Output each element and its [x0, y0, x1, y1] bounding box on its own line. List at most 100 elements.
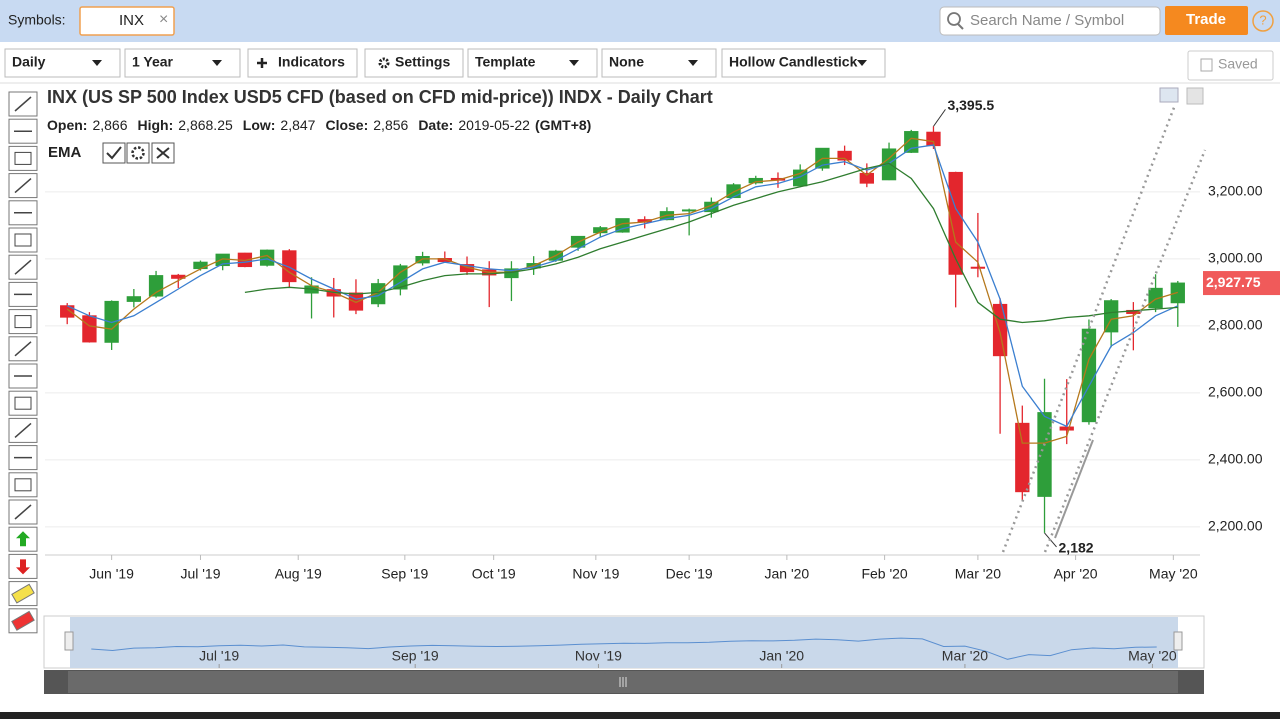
search-box[interactable]	[939, 6, 1161, 36]
y-tick-label: 3,200.00	[1208, 183, 1263, 199]
navigator-tick-label: Mar '20	[942, 648, 988, 664]
toolbar-label: Daily	[12, 54, 46, 70]
toolbar: Daily 1 Year Indicators Settings Template Non…	[4, 48, 886, 78]
dropdown-arrow	[92, 60, 102, 66]
x-tick-label: Sep '19	[381, 566, 428, 582]
toolbar-label: Hollow Candlestick	[729, 54, 858, 70]
tool-icon	[14, 233, 32, 247]
x-tick-label: Apr '20	[1054, 566, 1098, 582]
x-tick-label: Jun '19	[89, 566, 134, 582]
tool-icon	[14, 504, 32, 520]
info-label: Close:	[325, 117, 368, 133]
dropdown-arrow	[212, 60, 222, 66]
tool-icon	[14, 315, 32, 329]
tool-icon	[16, 559, 30, 575]
chart-icons	[1159, 87, 1204, 105]
toolbar-label: 1 Year	[132, 54, 174, 70]
candle-body	[193, 261, 208, 270]
x-tick-label: Oct '19	[472, 566, 516, 582]
tool-icon	[14, 396, 32, 410]
search-icon	[947, 12, 961, 26]
tool-icon	[11, 610, 35, 631]
info-value: 2,868.25	[178, 117, 233, 133]
help-label: ?	[1259, 12, 1266, 27]
tool-button[interactable]	[8, 145, 38, 171]
navigator-handle[interactable]	[64, 631, 74, 651]
tool-icon	[14, 478, 32, 492]
clear-icon[interactable]: ×	[159, 11, 168, 28]
info-tz: (GMT+8)	[535, 117, 591, 133]
ema-line	[66, 144, 1179, 428]
candle-body	[748, 177, 763, 184]
indicator-settings[interactable]	[126, 142, 150, 164]
print-icon[interactable]	[1186, 87, 1204, 105]
last-price-box	[1203, 271, 1280, 296]
saved-button[interactable]	[1187, 50, 1274, 81]
toolbar-button[interactable]	[721, 48, 886, 78]
candle-body	[615, 218, 630, 233]
candle-body	[859, 172, 874, 184]
trend-line	[1054, 439, 1094, 539]
annotation-leader	[933, 109, 946, 127]
navigator-handle[interactable]	[1173, 631, 1183, 651]
saved-icon	[1200, 58, 1213, 72]
info-value: 2019-05-22	[458, 117, 530, 133]
toolbar-label: Settings	[395, 54, 450, 70]
candle-body	[704, 201, 719, 213]
image-icon[interactable]	[1159, 87, 1179, 103]
toolbar-label: Template	[475, 54, 536, 70]
indicator-controls	[102, 142, 175, 164]
tool-button[interactable]	[8, 390, 38, 416]
x-tick-label: Jan '20	[765, 566, 810, 582]
chart-title: INX (US SP 500 Index USD5 CFD (based on …	[47, 87, 713, 107]
info-label: Open:	[47, 117, 87, 133]
dropdown-arrow	[688, 60, 698, 66]
info-label: High:	[138, 117, 174, 133]
tool-icon	[11, 583, 35, 604]
candle-body	[371, 283, 386, 305]
y-tick-label: 3,000.00	[1208, 250, 1263, 266]
tool-icon	[14, 151, 32, 165]
x-tick-label: Mar '20	[955, 566, 1001, 582]
candle-body	[1059, 426, 1074, 431]
x-tick-label: Jul '19	[180, 566, 220, 582]
navigator-window[interactable]	[70, 617, 1178, 668]
tool-button[interactable]	[8, 472, 38, 498]
navigator-tick-label: Jan '20	[759, 648, 804, 664]
candle-body	[1037, 412, 1052, 497]
x-tick-label: Feb '20	[861, 566, 907, 582]
help-button[interactable]	[1252, 10, 1274, 32]
navigator-tick-label: Sep '19	[392, 648, 439, 664]
tool-button[interactable]	[8, 227, 38, 253]
candle-body	[415, 256, 430, 264]
candle-body	[970, 266, 986, 269]
symbol-value: INX	[119, 12, 144, 29]
candle-body	[459, 264, 475, 273]
toolbar-button[interactable]	[124, 48, 241, 78]
check-icon	[106, 146, 122, 160]
trade-button[interactable]	[1165, 6, 1248, 35]
search-placeholder: Search Name / Symbol	[970, 12, 1124, 29]
toolbar-button[interactable]	[601, 48, 717, 78]
tool-button[interactable]	[8, 309, 38, 335]
search-icon	[957, 23, 964, 30]
candle-body	[393, 265, 408, 290]
plus-icon	[257, 58, 267, 68]
indicator-check[interactable]	[102, 142, 126, 164]
candle-body	[259, 249, 275, 266]
navigator-tick-label: Jul '19	[199, 648, 239, 664]
tool-icon	[14, 341, 32, 357]
gear-icon	[131, 146, 145, 160]
tool-icon	[14, 178, 32, 194]
tool-icon	[14, 422, 32, 438]
trend-line	[1001, 104, 1177, 553]
trend-line	[1043, 149, 1207, 553]
symbol-input[interactable]	[79, 6, 175, 36]
last-price-label: 2,927.75	[1206, 274, 1261, 290]
info-value: 2,856	[373, 117, 408, 133]
scrollbar-grip	[619, 677, 627, 687]
plot-area: 2,200.00 2,400.00 2,600.00 2,800.00 3,000.00…	[45, 97, 1280, 582]
toolbar-button[interactable]	[4, 48, 121, 78]
indicator-label: EMA	[48, 144, 82, 161]
